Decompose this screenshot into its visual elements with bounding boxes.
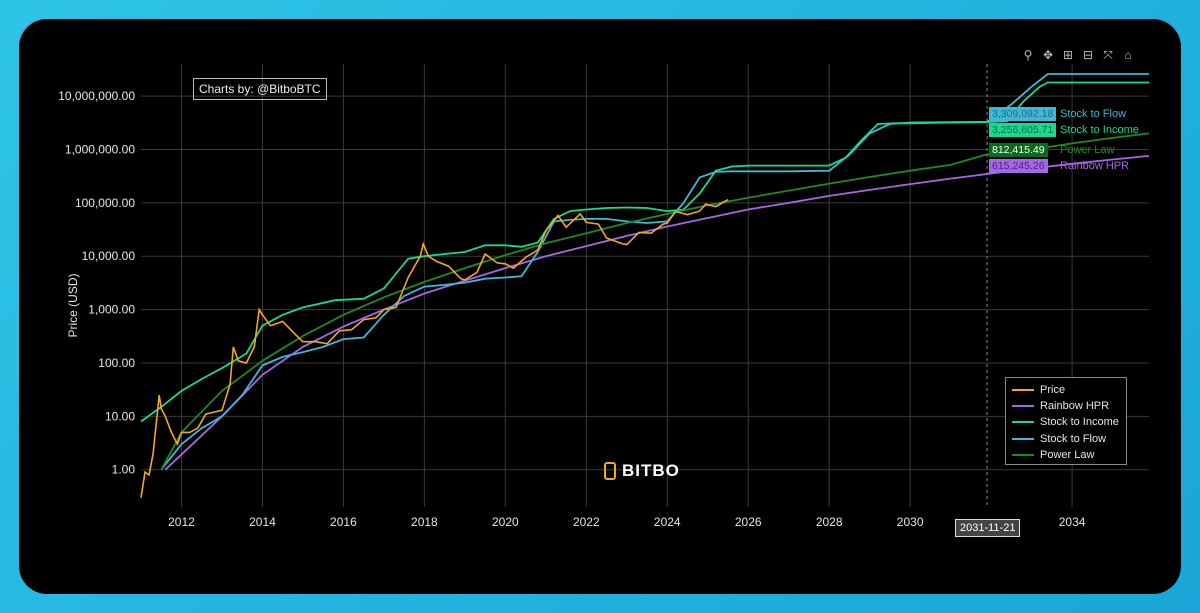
zoom-icon[interactable]: ⚲ — [1023, 48, 1033, 62]
legend-label: Power Law — [1040, 448, 1095, 461]
y-tick-label: 10,000.00 — [82, 249, 136, 263]
series-line-power-law — [160, 132, 1150, 471]
x-tick-label: 2022 — [573, 515, 600, 529]
bitcoin-price-model-chart[interactable]: 1.00 10.00 100.00 1,000.00 10,000.00 100,000.… — [19, 19, 1181, 594]
legend-swatch — [1012, 389, 1034, 392]
series-line-rainbow-hpr — [164, 155, 1150, 471]
legend-item[interactable]: Rainbow HPR — [1012, 398, 1126, 414]
y-tick-label: 10,000,000.00 — [58, 89, 135, 103]
x-tick-label: 2028 — [816, 515, 843, 529]
zoom-out-icon[interactable]: ⊟ — [1082, 48, 1094, 62]
hover-value-label: 615,245.26 — [989, 159, 1048, 173]
x-tick-label: 2030 — [897, 515, 924, 529]
y-axis-title: Price (USD) — [66, 273, 80, 337]
hover-value-label: 812,415.49 — [989, 143, 1048, 157]
credit-label: Charts by: @BitboBTC — [193, 78, 327, 100]
legend-label: Stock to Flow — [1040, 432, 1107, 445]
legend-swatch — [1012, 453, 1034, 456]
legend-label: Stock to Income — [1040, 416, 1119, 429]
legend-item[interactable]: Price — [1012, 382, 1126, 398]
x-tick-label: 2016 — [330, 515, 357, 529]
x-tick-label: 2026 — [735, 515, 762, 529]
hover-value-label: 3,256,605.71 — [989, 123, 1057, 137]
series-line-price — [140, 198, 729, 498]
logo-text: BITBO — [622, 461, 680, 480]
zoom-in-icon[interactable]: ⊞ — [1062, 48, 1074, 62]
hover-series-name: Power Law — [1060, 144, 1115, 156]
y-tick-label: 1.00 — [112, 463, 136, 477]
hover-series-name: Stock to Flow — [1060, 108, 1127, 120]
hover-series-name: Rainbow HPR — [1060, 160, 1130, 172]
x-tick-label: 2014 — [249, 515, 276, 529]
chart-card: 1.00 10.00 100.00 1,000.00 10,000.00 100,000.… — [19, 19, 1181, 594]
legend-item[interactable]: Stock to Flow — [1012, 431, 1126, 447]
legend-swatch — [1012, 421, 1034, 424]
x-tick-label: 2024 — [654, 515, 681, 529]
hover-value-label: 3,309,092.18 — [989, 107, 1057, 121]
home-icon[interactable]: ⌂ — [1124, 48, 1132, 62]
y-tick-label: 1,000,000.00 — [65, 142, 135, 156]
pan-icon[interactable]: ✥ — [1042, 48, 1054, 62]
series-line-stock-to-income — [140, 81, 1149, 423]
legend-item[interactable]: Stock to Income — [1012, 414, 1126, 430]
chart-modebar: ⚲ ✥ ⊞ ⊟ ⤧ ⌂ — [1021, 48, 1135, 62]
x-tick-label: 2020 — [492, 515, 519, 529]
chart-legend[interactable]: Price Rainbow HPR Stock to Income Stock to … — [1005, 377, 1127, 465]
bitbo-logo-icon — [604, 462, 616, 480]
hover-series-name: Stock to Income — [1060, 124, 1139, 136]
legend-swatch — [1012, 405, 1034, 408]
legend-swatch — [1012, 437, 1034, 440]
legend-label: Rainbow HPR — [1040, 400, 1110, 413]
bitbo-logo: BITBO — [604, 461, 680, 481]
y-tick-label: 10.00 — [105, 409, 135, 423]
y-tick-label: 1,000.00 — [88, 303, 135, 317]
x-tick-label: 2034 — [1059, 515, 1086, 529]
legend-label: Price — [1040, 384, 1066, 397]
legend-item[interactable]: Power Law — [1012, 447, 1126, 463]
x-tick-label: 2018 — [411, 515, 438, 529]
autoscale-icon[interactable]: ⤧ — [1103, 48, 1113, 62]
x-tick-label: 2012 — [168, 515, 195, 529]
y-tick-label: 100.00 — [98, 356, 135, 370]
y-tick-label: 100,000.00 — [75, 196, 135, 210]
x-hover-label: 2031-11-21 — [955, 519, 1021, 537]
